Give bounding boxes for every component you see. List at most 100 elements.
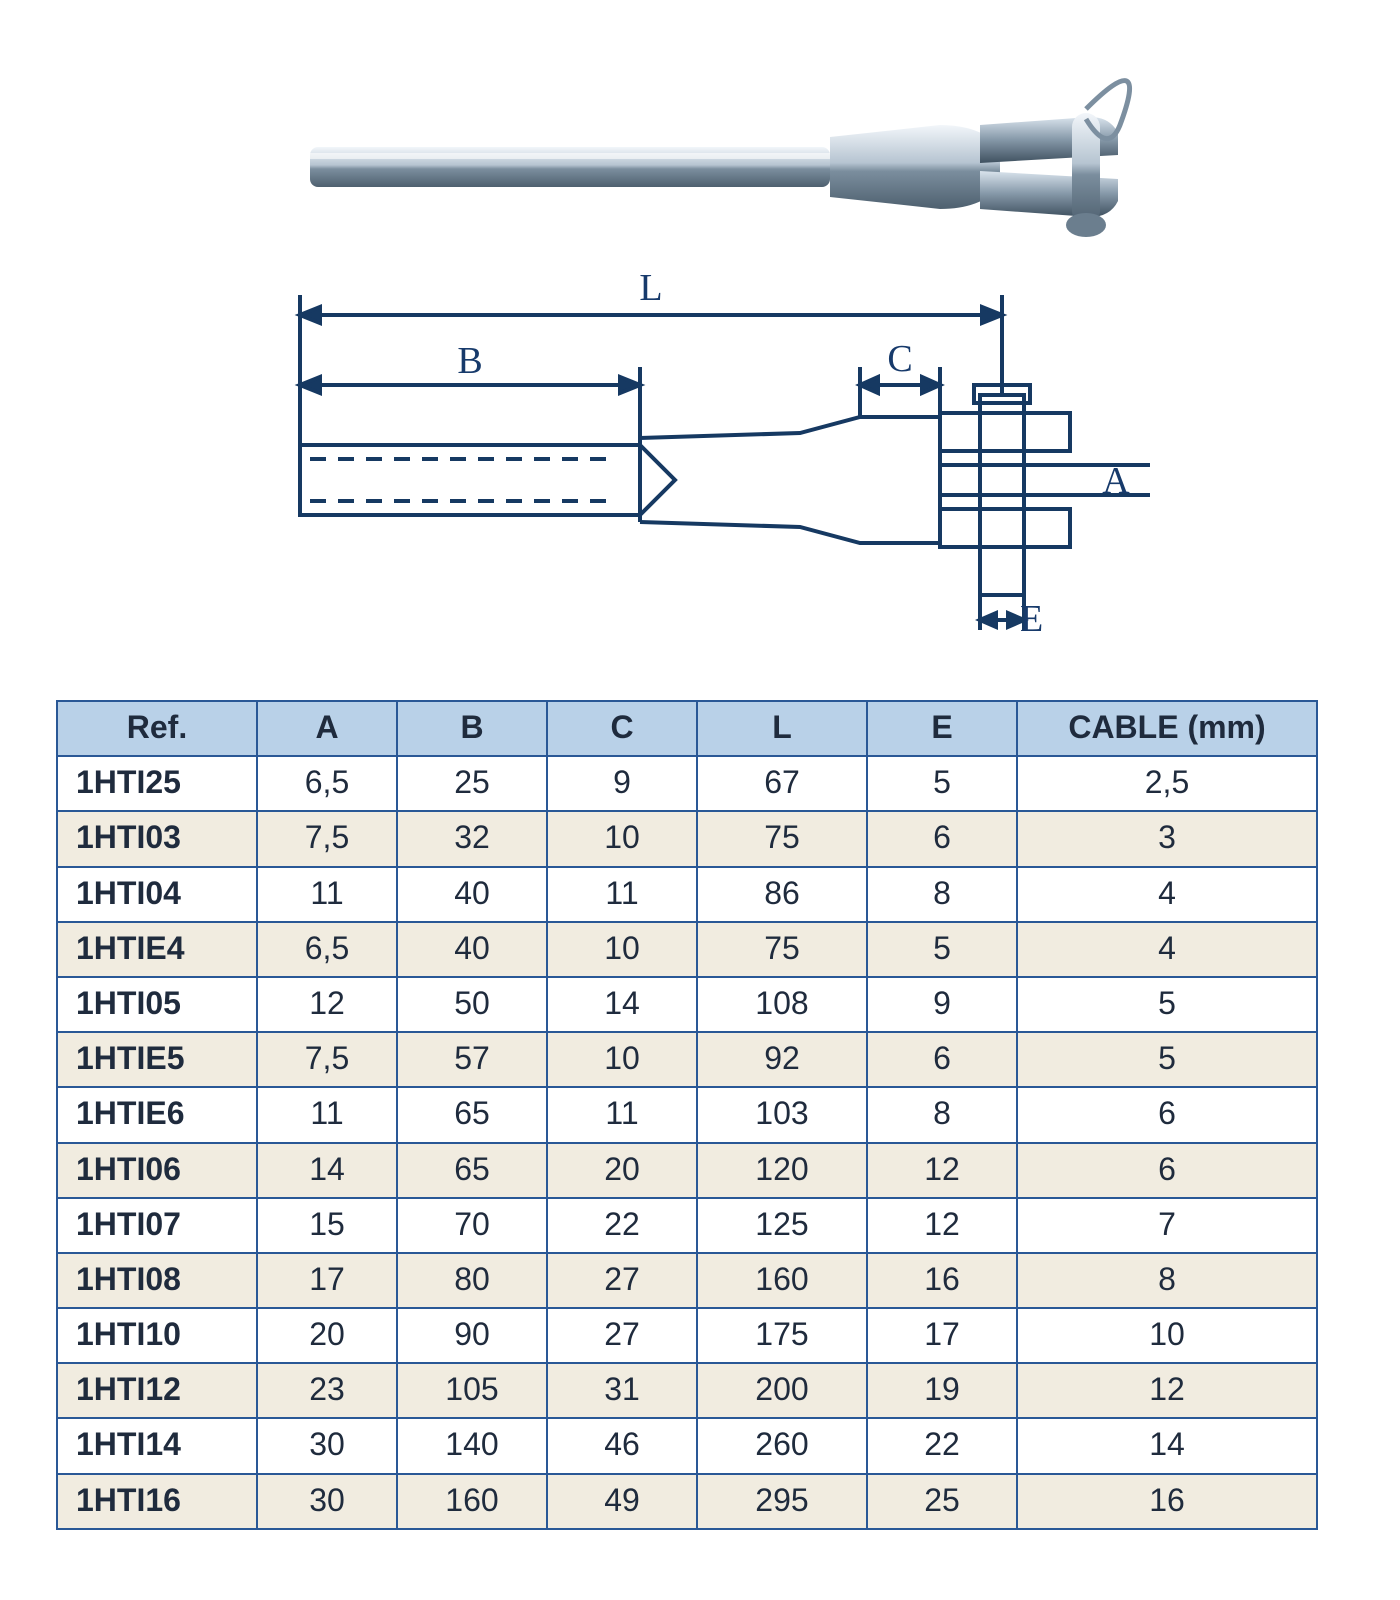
value-cell: 9 (547, 756, 697, 811)
value-cell: 9 (867, 977, 1017, 1032)
value-cell: 90 (397, 1308, 547, 1363)
spec-table-body: 1HTI256,52596752,51HTI037,5321075631HTI0… (57, 756, 1317, 1529)
label-E: E (1020, 598, 1043, 635)
value-cell: 160 (697, 1253, 867, 1308)
table-row: 1HTI256,52596752,5 (57, 756, 1317, 811)
value-cell: 14 (547, 977, 697, 1032)
table-row: 1HTI1223105312001912 (57, 1363, 1317, 1418)
value-cell: 8 (867, 1087, 1017, 1142)
product-photo (310, 81, 1130, 237)
value-cell: 12 (257, 977, 397, 1032)
col-header: CABLE (mm) (1017, 701, 1317, 756)
value-cell: 10 (547, 811, 697, 866)
value-cell: 6 (1017, 1087, 1317, 1142)
value-cell: 2,5 (1017, 756, 1317, 811)
value-cell: 8 (1017, 1253, 1317, 1308)
value-cell: 65 (397, 1087, 547, 1142)
value-cell: 10 (547, 1032, 697, 1087)
value-cell: 6,5 (257, 922, 397, 977)
value-cell: 5 (1017, 1032, 1317, 1087)
value-cell: 200 (697, 1363, 867, 1418)
col-header: E (867, 701, 1017, 756)
value-cell: 160 (397, 1474, 547, 1529)
col-header: L (697, 701, 867, 756)
value-cell: 25 (867, 1474, 1017, 1529)
value-cell: 5 (867, 756, 1017, 811)
table-row: 1HTIE46,540107554 (57, 922, 1317, 977)
value-cell: 22 (547, 1198, 697, 1253)
value-cell: 10 (1017, 1308, 1317, 1363)
value-cell: 105 (397, 1363, 547, 1418)
ref-cell: 1HTI06 (57, 1143, 257, 1198)
value-cell: 27 (547, 1308, 697, 1363)
table-row: 1HTI041140118684 (57, 867, 1317, 922)
technical-drawing (300, 385, 1150, 595)
value-cell: 7 (1017, 1198, 1317, 1253)
value-cell: 50 (397, 977, 547, 1032)
col-header: B (397, 701, 547, 756)
value-cell: 80 (397, 1253, 547, 1308)
spec-table-head: Ref.ABCLECABLE (mm) (57, 701, 1317, 756)
value-cell: 7,5 (257, 811, 397, 866)
ref-cell: 1HTI14 (57, 1418, 257, 1473)
value-cell: 57 (397, 1032, 547, 1087)
table-row: 1HTI1430140462602214 (57, 1418, 1317, 1473)
value-cell: 5 (1017, 977, 1317, 1032)
table-row: 1HTIE611651110386 (57, 1087, 1317, 1142)
page: L B C A E Ref.ABCLECABLE (mm) 1HTI256,52… (0, 0, 1400, 1600)
value-cell: 108 (697, 977, 867, 1032)
table-header-row: Ref.ABCLECABLE (mm) (57, 701, 1317, 756)
value-cell: 14 (1017, 1418, 1317, 1473)
col-header: A (257, 701, 397, 756)
table-row: 1HTI102090271751710 (57, 1308, 1317, 1363)
value-cell: 8 (867, 867, 1017, 922)
value-cell: 20 (547, 1143, 697, 1198)
table-row: 1HTI06146520120126 (57, 1143, 1317, 1198)
value-cell: 49 (547, 1474, 697, 1529)
ref-cell: 1HTI04 (57, 867, 257, 922)
value-cell: 70 (397, 1198, 547, 1253)
value-cell: 15 (257, 1198, 397, 1253)
value-cell: 23 (257, 1363, 397, 1418)
value-cell: 11 (257, 1087, 397, 1142)
value-cell: 11 (547, 867, 697, 922)
value-cell: 11 (547, 1087, 697, 1142)
value-cell: 19 (867, 1363, 1017, 1418)
value-cell: 12 (867, 1198, 1017, 1253)
ref-cell: 1HTIE6 (57, 1087, 257, 1142)
value-cell: 260 (697, 1418, 867, 1473)
col-header: C (547, 701, 697, 756)
col-header: Ref. (57, 701, 257, 756)
value-cell: 16 (1017, 1474, 1317, 1529)
value-cell: 11 (257, 867, 397, 922)
value-cell: 6,5 (257, 756, 397, 811)
value-cell: 16 (867, 1253, 1017, 1308)
value-cell: 40 (397, 867, 547, 922)
value-cell: 17 (867, 1308, 1017, 1363)
label-C: C (887, 338, 912, 380)
value-cell: 12 (1017, 1363, 1317, 1418)
ref-cell: 1HTIE5 (57, 1032, 257, 1087)
ref-cell: 1HTI07 (57, 1198, 257, 1253)
ref-cell: 1HTIE4 (57, 922, 257, 977)
value-cell: 20 (257, 1308, 397, 1363)
ref-cell: 1HTI03 (57, 811, 257, 866)
value-cell: 22 (867, 1418, 1017, 1473)
spec-table: Ref.ABCLECABLE (mm) 1HTI256,52596752,51H… (56, 700, 1318, 1530)
value-cell: 103 (697, 1087, 867, 1142)
value-cell: 46 (547, 1418, 697, 1473)
value-cell: 92 (697, 1032, 867, 1087)
value-cell: 6 (867, 811, 1017, 866)
table-row: 1HTI0512501410895 (57, 977, 1317, 1032)
label-L: L (639, 267, 662, 309)
value-cell: 30 (257, 1474, 397, 1529)
table-row: 1HTI1630160492952516 (57, 1474, 1317, 1529)
ref-cell: 1HTI16 (57, 1474, 257, 1529)
value-cell: 10 (547, 922, 697, 977)
value-cell: 65 (397, 1143, 547, 1198)
table-row: 1HTI037,532107563 (57, 811, 1317, 866)
ref-cell: 1HTI10 (57, 1308, 257, 1363)
ref-cell: 1HTI08 (57, 1253, 257, 1308)
value-cell: 6 (1017, 1143, 1317, 1198)
dimension-lines (300, 295, 1024, 630)
